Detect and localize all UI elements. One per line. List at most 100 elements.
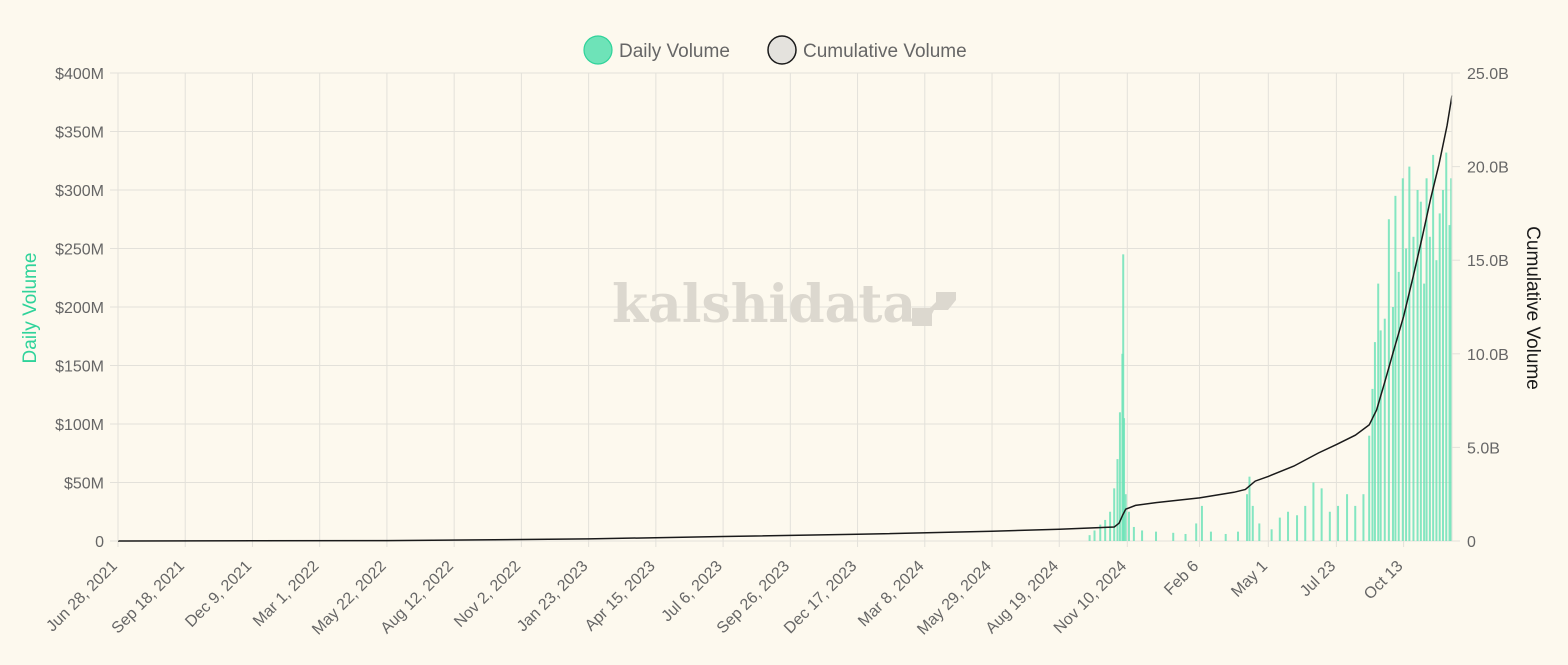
watermark-text: kalshidata: [612, 274, 916, 335]
daily-volume-bar: [1377, 283, 1380, 541]
y-tick-label-left: $350M: [55, 125, 104, 142]
daily-volume-bar: [1394, 195, 1397, 541]
x-tick-label: Jul 6, 2023: [659, 558, 726, 625]
daily-volume-bar: [1435, 260, 1438, 541]
daily-volume-bars: [1088, 152, 1453, 542]
daily-volume-bar: [1450, 178, 1453, 542]
daily-volume-bar: [1412, 236, 1415, 542]
x-tick-label: Apr 15, 2023: [582, 558, 659, 635]
daily-volume-bar: [1405, 248, 1408, 541]
y-tick-label-left: $200M: [55, 300, 104, 317]
legend[interactable]: Daily Volume Cumulative Volume: [583, 35, 967, 65]
daily-volume-bar: [1195, 523, 1198, 541]
daily-volume-bar: [1312, 482, 1315, 541]
y-axis-title-right: Cumulative Volume: [1522, 226, 1543, 390]
daily-volume-bar: [1099, 524, 1102, 541]
legend-swatch-daily: [583, 35, 613, 65]
daily-volume-bar: [1354, 505, 1357, 541]
y-tick-label-right: 5.0B: [1467, 440, 1500, 457]
daily-volume-bar: [1116, 459, 1119, 541]
daily-volume-bar: [1251, 505, 1254, 541]
daily-volume-bar: [1172, 532, 1175, 541]
daily-volume-bar: [1118, 412, 1121, 541]
y-tick-label-left: $300M: [55, 183, 104, 200]
legend-item-daily[interactable]: Daily Volume: [583, 35, 730, 65]
grid: [117, 72, 1452, 547]
daily-volume-bar: [1127, 511, 1130, 541]
daily-volume-bar: [1246, 494, 1249, 541]
y-tick-label-left: $250M: [55, 242, 104, 259]
brand-logo-icon: [912, 292, 956, 326]
daily-volume-bar: [1441, 190, 1444, 541]
axes: [110, 72, 1460, 542]
daily-volume-bar: [1448, 225, 1451, 541]
daily-volume-bar: [1445, 152, 1448, 541]
daily-volume-bar: [1141, 530, 1144, 541]
daily-volume-bar: [1408, 166, 1411, 541]
daily-volume-bar: [1278, 517, 1281, 541]
legend-swatch-cumulative: [767, 35, 797, 65]
daily-volume-bar: [1328, 511, 1331, 541]
legend-label-cumulative: Cumulative Volume: [803, 41, 967, 62]
y-tick-label-right: 10.0B: [1467, 347, 1509, 364]
legend-item-cumulative[interactable]: Cumulative Volume: [767, 35, 967, 65]
y-tick-label-left: $400M: [55, 66, 104, 83]
x-tick-label: Jan 23, 2023: [514, 558, 592, 636]
cumulative-volume-line: [117, 95, 1453, 542]
y-tick-label-left: $100M: [55, 417, 104, 434]
daily-volume-bar: [1397, 271, 1400, 541]
daily-volume-bar: [1124, 494, 1127, 541]
daily-volume-bar: [1383, 318, 1386, 541]
daily-volume-bar: [1337, 505, 1340, 541]
daily-volume-bar: [1088, 535, 1091, 541]
daily-volume-bar: [1320, 488, 1323, 541]
x-tick-label: Nov 2, 2022: [451, 558, 524, 631]
y-tick-label-left: $50M: [64, 476, 104, 493]
daily-volume-bar: [1270, 529, 1273, 541]
daily-volume-bar: [1224, 533, 1227, 541]
daily-volume-bar: [1209, 531, 1212, 541]
daily-volume-bar: [1184, 533, 1187, 541]
daily-volume-bar: [1258, 523, 1261, 541]
watermark: kalshidata: [612, 274, 956, 335]
daily-volume-bar: [1122, 254, 1125, 541]
y-tick-label-left: 0: [95, 534, 104, 551]
daily-volume-bar: [1362, 494, 1365, 541]
daily-volume-bar: [1401, 178, 1404, 542]
daily-volume-bar: [1379, 330, 1382, 541]
tick-labels: 0 $50M $100M $150M $200M $250M $300M $350M $400M…: [43, 66, 1508, 638]
y-tick-label-right: 20.0B: [1467, 160, 1509, 177]
daily-volume-bar: [1237, 531, 1240, 541]
x-tick-label: Jul 23: [1297, 558, 1339, 600]
y-tick-label-right: 15.0B: [1467, 253, 1509, 270]
daily-volume-bar: [1425, 178, 1428, 542]
y-tick-label-right: 25.0B: [1467, 66, 1509, 83]
daily-volume-bar: [1123, 418, 1126, 541]
daily-volume-bar: [1296, 515, 1299, 541]
daily-volume-bar: [1093, 530, 1096, 541]
x-tick-label: May 1: [1228, 558, 1271, 601]
daily-volume-bar: [1248, 476, 1251, 541]
daily-volume-bar: [1438, 213, 1441, 541]
daily-volume-bar: [1132, 526, 1135, 541]
daily-volume-bar: [1391, 307, 1394, 541]
x-tick-label: Feb 6: [1161, 558, 1202, 599]
daily-volume-bar: [1104, 519, 1107, 541]
daily-volume-bar: [1387, 219, 1390, 541]
daily-volume-bar: [1113, 488, 1116, 541]
legend-label-daily: Daily Volume: [619, 41, 730, 62]
cumulative-volume-series: [117, 95, 1453, 542]
daily-volume-bar: [1346, 494, 1349, 541]
daily-volume-bar: [1416, 190, 1419, 541]
x-tick-label: Oct 13: [1361, 558, 1406, 603]
x-tick-label: Mar 1, 2022: [250, 558, 322, 630]
y-tick-label-left: $150M: [55, 359, 104, 376]
daily-volume-bar: [1304, 505, 1307, 541]
y-tick-label-right: 0: [1467, 534, 1476, 551]
daily-volume-bar: [1287, 511, 1290, 541]
x-tick-label: Dec 9, 2021: [182, 558, 255, 631]
daily-volume-bar: [1109, 511, 1112, 541]
daily-volume-bar: [1428, 236, 1431, 542]
daily-volume-bar: [1371, 388, 1374, 541]
